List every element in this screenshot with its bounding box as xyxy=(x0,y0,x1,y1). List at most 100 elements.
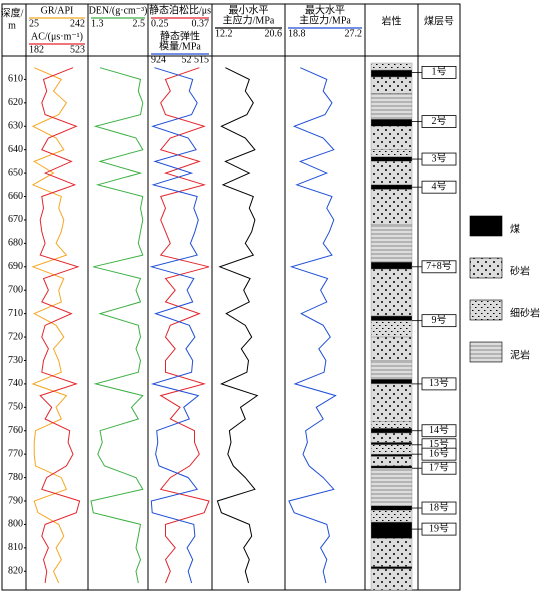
lithology-layer xyxy=(370,521,413,539)
scale-max: 20.6 xyxy=(265,28,283,39)
lithology-layer xyxy=(370,383,413,422)
lithology-layer xyxy=(370,93,413,120)
lithology-layer xyxy=(370,336,413,361)
log-curve xyxy=(90,67,144,584)
seam-box xyxy=(421,424,457,438)
lithology-layer xyxy=(370,76,413,94)
lithology-layer xyxy=(370,379,413,385)
scale-max: 2.5 xyxy=(133,18,146,29)
scale-max: 523 xyxy=(70,44,85,55)
lithology-layer xyxy=(370,62,413,71)
lithology-layer xyxy=(370,432,413,443)
legend-swatch xyxy=(469,341,503,363)
scale-max: 0.37 xyxy=(192,18,210,29)
scale-min: 182 xyxy=(29,44,44,55)
scale-max: 242 xyxy=(70,18,85,29)
lithology-layer xyxy=(370,360,413,380)
lithology-layer xyxy=(370,465,413,469)
seam-label: 13号 xyxy=(429,377,449,389)
seam-label: 17号 xyxy=(429,462,449,474)
curve-name: 静态弹性 xyxy=(160,29,200,42)
seam-box xyxy=(421,447,457,461)
curve-name: 静态泊松比/μs xyxy=(149,3,211,16)
log-curve xyxy=(149,67,200,584)
lithology-layer xyxy=(370,453,413,457)
legend-label: 细砂岩 xyxy=(510,306,540,319)
track-frame xyxy=(147,3,213,591)
lithology-layer xyxy=(370,69,413,78)
y-tick-label: 710 xyxy=(8,308,23,319)
lithology-layer xyxy=(370,149,413,157)
track-frame xyxy=(211,3,286,591)
y-tick-label: 780 xyxy=(8,472,23,483)
y-tick-label: 760 xyxy=(8,425,23,436)
lithology-layer xyxy=(370,320,413,338)
y-tick-label: 810 xyxy=(8,542,23,553)
seam-box xyxy=(421,260,457,274)
curve-name: DEN/(g·cm⁻³) xyxy=(89,5,148,16)
lithology-layer xyxy=(370,315,413,321)
lithology-layer xyxy=(370,510,413,523)
y-tick-label: 660 xyxy=(8,191,23,202)
seam-box xyxy=(421,65,457,79)
log-curve xyxy=(39,67,81,584)
scale-min: 12.2 xyxy=(215,28,233,39)
y-tick-label: 800 xyxy=(8,519,23,530)
lithology-layer xyxy=(370,161,413,186)
y-tick-label: 650 xyxy=(8,167,23,178)
y-tick-label: 690 xyxy=(8,261,23,272)
seam-box xyxy=(421,180,457,194)
seam-label: 1号 xyxy=(432,66,447,78)
lithology-layer xyxy=(370,189,413,225)
seam-box xyxy=(421,501,457,515)
track-frame xyxy=(25,3,89,591)
lithology-layer xyxy=(370,184,413,190)
y-tick-label: 750 xyxy=(8,402,23,413)
lithology-layer xyxy=(370,468,413,506)
y-tick-label: 630 xyxy=(8,121,23,132)
lithology-layer xyxy=(370,156,413,162)
y-tick-label: 610 xyxy=(8,74,23,85)
seam-box xyxy=(421,314,457,328)
lithology-layer xyxy=(370,428,413,434)
log-curve xyxy=(288,67,337,584)
scale-min: 0.25 xyxy=(151,18,169,29)
lithology-layer xyxy=(370,268,413,317)
lithology-layer xyxy=(370,456,413,467)
legend-label: 泥岩 xyxy=(510,348,530,361)
y-tick-label: 730 xyxy=(8,355,23,366)
curve-name: 最大水平 xyxy=(305,3,345,16)
seam-box xyxy=(421,461,457,475)
seam-label: 15号 xyxy=(429,438,449,450)
y-tick-label: 620 xyxy=(8,97,23,108)
seam-label: 4号 xyxy=(432,180,447,192)
seam-box xyxy=(421,377,457,391)
seam-label: 14号 xyxy=(429,424,449,436)
curve-name: 模量/MPa xyxy=(159,40,201,52)
curve-name: AC/(μs·m⁻¹) xyxy=(31,31,83,42)
y-tick-label: 770 xyxy=(8,448,23,459)
seam-label: 7+8号 xyxy=(426,260,452,272)
scale-max: 52 515 xyxy=(182,54,210,65)
lithology-layer xyxy=(370,126,413,150)
y-tick-label: 820 xyxy=(8,566,23,577)
lithology-layer xyxy=(370,538,413,567)
scale-min: 25 xyxy=(29,18,39,29)
log-curve xyxy=(31,67,68,584)
log-curve xyxy=(159,67,210,584)
lithology-layer xyxy=(370,224,413,263)
y-tick-label: 680 xyxy=(8,238,23,249)
y-tick-label: 700 xyxy=(8,285,23,296)
seam-label: 19号 xyxy=(429,522,449,534)
track-frame xyxy=(417,3,461,591)
scale-min: 1.3 xyxy=(91,18,104,29)
lithology-title: 岩性 xyxy=(382,14,402,27)
track-frame xyxy=(284,3,366,591)
legend-swatch xyxy=(469,299,503,321)
scale-min: 924 xyxy=(151,54,166,65)
legend-swatch xyxy=(469,215,503,237)
y-tick-label: 670 xyxy=(8,214,23,225)
y-tick-label: 720 xyxy=(8,331,23,342)
lithology-layer xyxy=(370,442,413,445)
